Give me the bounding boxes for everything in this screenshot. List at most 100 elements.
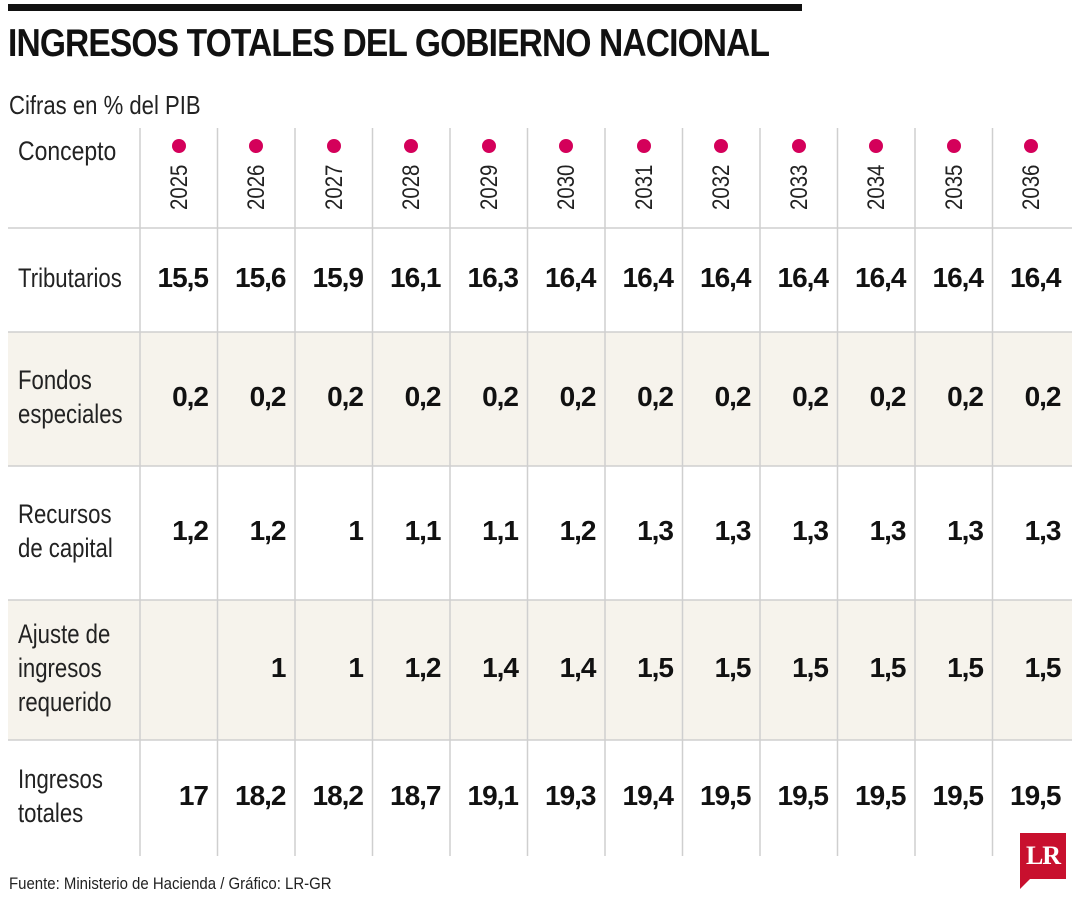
value-cell: 0,2 (869, 381, 907, 412)
value-cell: 15,9 (312, 262, 365, 293)
year-dot-icon (714, 139, 729, 153)
value-cell: 1 (270, 652, 287, 683)
year-header-2026: 2026 (243, 164, 271, 210)
value-cell: 16,4 (855, 262, 907, 293)
value-cell: 1 (348, 652, 364, 683)
value-cell: 16,1 (390, 262, 442, 293)
value-cell: 16,4 (545, 262, 597, 293)
value-cell: 19,5 (855, 780, 907, 811)
value-cell: 1,1 (404, 515, 442, 546)
row-label: Ajuste de ingresos requerido (18, 617, 141, 719)
value-cell: 18,7 (390, 780, 442, 811)
value-cell: 19,1 (467, 780, 520, 811)
value-cell: 1,3 (792, 515, 829, 546)
row-label-line: Recursos (18, 499, 112, 529)
value-cell: 16,3 (467, 262, 520, 293)
year-header-2034: 2034 (863, 164, 891, 210)
value-cell: 0,2 (637, 381, 674, 412)
value-cell: 16,4 (932, 262, 985, 293)
row-label-line: especiales (18, 399, 123, 429)
year-dot-icon (869, 139, 884, 153)
value-cell: 1,4 (559, 652, 597, 683)
row-label-line: ingresos (18, 653, 102, 683)
value-cell: 16,4 (622, 262, 675, 293)
year-header-2030: 2030 (553, 164, 581, 210)
value-cell: 1,2 (559, 515, 597, 546)
value-cell: 19,5 (932, 780, 985, 811)
source-footer: Fuente: Ministerio de Hacienda / Gráfico… (9, 874, 332, 893)
value-cell: 0,2 (792, 381, 829, 412)
row-label: Tributarios (18, 261, 141, 295)
year-dot-icon (326, 139, 341, 153)
row-label-line: Ajuste de (18, 619, 111, 649)
value-cell: 1,4 (482, 652, 519, 683)
row-label-line: Fondos (18, 365, 92, 395)
value-cell: 1,5 (1024, 652, 1062, 683)
value-cell: 0,2 (249, 381, 287, 412)
chart-title: INGRESOS TOTALES DEL GOBIERNO NACIONAL (8, 22, 770, 65)
value-cell: 19,3 (545, 780, 597, 811)
value-cell: 1,5 (637, 652, 674, 683)
value-cell: 19,5 (700, 780, 752, 811)
value-cell: 1,5 (947, 652, 984, 683)
value-cell: 19,5 (1010, 780, 1062, 811)
year-header-2028: 2028 (398, 164, 426, 210)
value-cell: 18,2 (312, 780, 365, 811)
value-cell: 0,2 (947, 381, 984, 412)
row-label-line: Tributarios (18, 263, 122, 293)
year-header-2025: 2025 (165, 164, 193, 210)
year-dot-icon (1024, 139, 1039, 153)
value-cell: 1,5 (869, 652, 907, 683)
value-cell: 0,2 (482, 381, 519, 412)
year-dot-icon (636, 139, 651, 153)
year-header-2036: 2036 (1018, 164, 1046, 210)
row-label: Fondos especiales (18, 363, 141, 431)
value-cell: 0,2 (327, 381, 364, 412)
row-band (8, 332, 1072, 466)
row-label-line: requerido (18, 687, 112, 717)
value-cell: 1,3 (714, 515, 752, 546)
year-header-2029: 2029 (475, 164, 503, 210)
row-label-line: totales (18, 798, 84, 828)
year-header-2033: 2033 (785, 164, 813, 210)
value-cell: 16,4 (777, 262, 830, 293)
value-cell: 1,2 (404, 652, 442, 683)
row-label: Ingresos totales (18, 762, 141, 830)
row-label-line: Ingresos (18, 764, 103, 794)
chart-subtitle: Cifras en % del PIB (9, 90, 201, 120)
year-header-2031: 2031 (630, 164, 658, 210)
row-label: Recursos de capital (18, 497, 141, 565)
lr-logo: LR (1020, 833, 1066, 879)
value-cell: 16,4 (700, 262, 752, 293)
value-cell: 1,5 (714, 652, 752, 683)
year-header-2035: 2035 (940, 164, 968, 210)
value-cell: 19,5 (777, 780, 830, 811)
year-dot-icon (404, 139, 419, 153)
value-cell: 0,2 (172, 381, 209, 412)
year-dot-icon (249, 139, 264, 153)
value-cell: 1,1 (482, 515, 519, 546)
value-cell: 1 (348, 515, 364, 546)
value-cell: 18,2 (235, 780, 287, 811)
value-cell: 0,2 (404, 381, 442, 412)
value-cell: 0,2 (1024, 381, 1062, 412)
year-dot-icon (946, 139, 961, 153)
year-header-2027: 2027 (320, 164, 348, 210)
value-cell: 1,5 (792, 652, 829, 683)
value-cell: 1,2 (249, 515, 287, 546)
value-cell: 15,5 (157, 262, 210, 293)
year-dot-icon (791, 139, 806, 153)
value-cell: 1,3 (637, 515, 674, 546)
lr-logo-tail (1020, 879, 1030, 889)
header-concept: Concepto (18, 136, 117, 166)
row-label-line: de capital (18, 533, 113, 563)
value-cell: 1,3 (947, 515, 984, 546)
year-dot-icon (481, 139, 496, 153)
value-cell: 17 (178, 780, 209, 811)
year-dot-icon (559, 139, 574, 153)
row-band (8, 600, 1072, 740)
value-cell: 0,2 (559, 381, 597, 412)
value-cell: 15,6 (235, 262, 287, 293)
top-rule (8, 4, 802, 11)
value-cell: 1,3 (1024, 515, 1062, 546)
